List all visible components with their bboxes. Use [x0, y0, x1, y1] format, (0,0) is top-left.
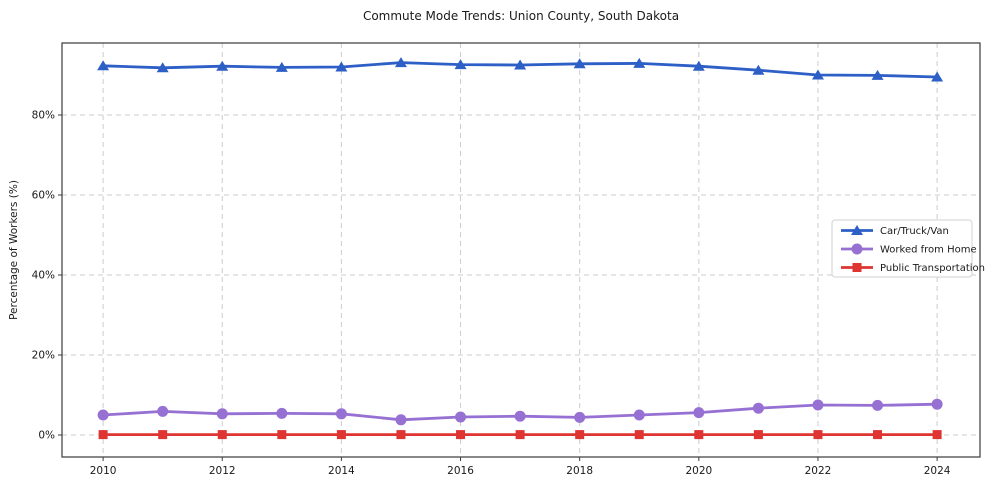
x-tick-label: 2014: [328, 465, 355, 477]
triangle-marker: [156, 62, 169, 73]
legend-item-public-transportation: Public Transportation: [841, 263, 985, 274]
circle-marker: [693, 407, 705, 419]
y-tick-label: 60%: [32, 190, 55, 202]
x-tick-label: 2022: [805, 465, 832, 477]
legend-item-car-truck-van: Car/Truck/Van: [841, 225, 949, 237]
legend: Car/Truck/Van Worked from Home Public Tran…: [831, 219, 985, 278]
square-marker: [575, 430, 585, 440]
triangle-marker: [216, 60, 229, 71]
y-tick-label: 0%: [38, 430, 55, 442]
circle-marker: [812, 399, 824, 411]
circle-marker: [851, 243, 863, 255]
circle-marker: [335, 408, 347, 420]
triangle-marker: [633, 57, 646, 68]
triangle-marker: [871, 69, 884, 80]
circle-marker: [633, 409, 645, 421]
series-worked-from-home: [97, 398, 943, 426]
y-axis-label: Percentage of Workers (%): [8, 180, 20, 320]
triangle-marker: [851, 225, 863, 235]
y-tick-label: 80%: [32, 110, 55, 122]
legend-box: [831, 219, 973, 278]
square-marker: [634, 430, 644, 440]
chart-title: Commute Mode Trends: Union County, South…: [362, 9, 680, 23]
square-marker: [396, 430, 406, 440]
x-tick-label: 2012: [209, 465, 236, 477]
x-tick-label: 2024: [924, 465, 951, 477]
circle-marker: [574, 411, 586, 423]
square-marker: [873, 430, 883, 440]
square-marker: [456, 430, 466, 440]
square-marker: [217, 430, 227, 440]
x-tick-label: 2020: [685, 465, 712, 477]
square-marker: [753, 430, 763, 440]
triangle-marker: [97, 60, 110, 71]
square-marker: [336, 430, 346, 440]
y-tick-label: 40%: [32, 270, 55, 282]
x-tick-label: 2018: [566, 465, 593, 477]
y-tick-label: 20%: [32, 350, 55, 362]
square-marker: [694, 430, 704, 440]
triangle-marker: [394, 57, 407, 68]
circle-marker: [872, 399, 884, 411]
triangle-marker: [811, 69, 824, 80]
series-car-truck-van: [97, 57, 944, 82]
x-tick-label: 2010: [90, 465, 117, 477]
legend-label: Public Transportation: [880, 263, 985, 274]
circle-marker: [455, 411, 467, 423]
triangle-marker: [573, 58, 586, 69]
circle-marker: [395, 414, 407, 426]
circle-marker: [216, 408, 228, 420]
circle-marker: [752, 402, 764, 414]
x-tick-label: 2016: [447, 465, 474, 477]
triangle-marker: [752, 64, 765, 75]
legend-item-worked-from-home: Worked from Home: [841, 243, 977, 256]
triangle-marker: [454, 59, 467, 70]
square-marker: [515, 430, 525, 440]
circle-marker: [931, 398, 943, 410]
circle-marker: [157, 405, 169, 417]
legend-label: Car/Truck/Van: [880, 226, 949, 237]
circle-marker: [276, 407, 288, 419]
triangle-marker: [931, 71, 944, 82]
circle-marker: [514, 410, 526, 422]
square-marker: [813, 430, 823, 440]
square-marker: [852, 263, 862, 272]
plot-frame: [61, 42, 981, 458]
square-marker: [98, 430, 108, 440]
square-marker: [158, 430, 168, 440]
series-public-transportation: [98, 430, 942, 440]
triangle-marker: [692, 60, 705, 71]
triangle-marker: [275, 61, 288, 72]
square-marker: [932, 430, 942, 440]
circle-marker: [97, 409, 109, 421]
square-marker: [277, 430, 287, 440]
axis-ticks: 0% 20% 40% 60% 80% 2010 2012 2014 2016 2018 2020 20…: [32, 110, 951, 478]
triangle-marker: [514, 59, 527, 70]
triangle-marker: [335, 61, 348, 72]
legend-label: Worked from Home: [880, 245, 977, 256]
